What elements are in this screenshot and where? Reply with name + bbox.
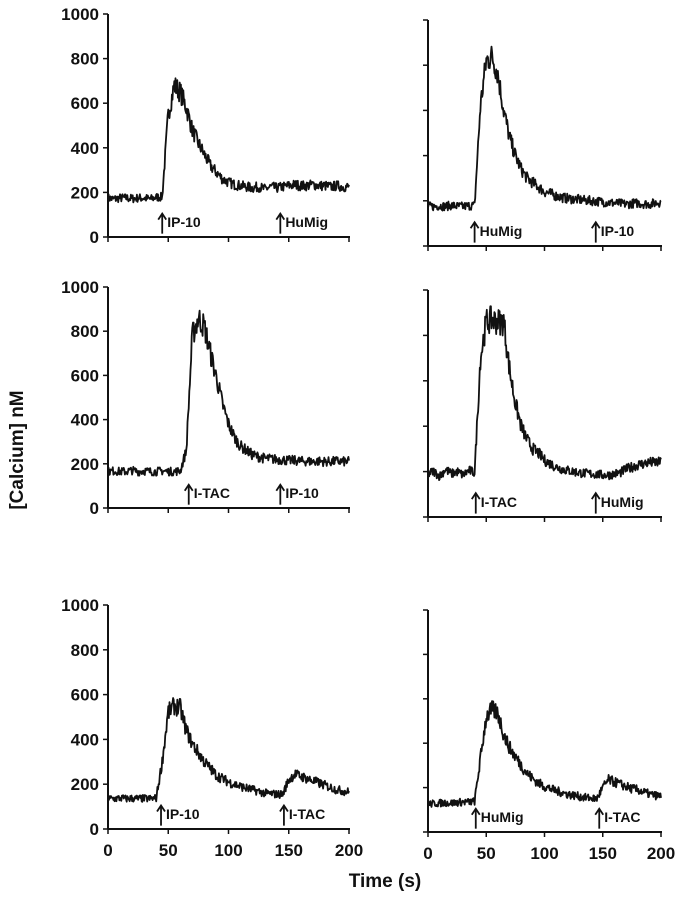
- calcium-trace: [107, 77, 350, 204]
- x-tick-label: 0: [103, 841, 112, 860]
- stimulus-marker: HuMig: [591, 491, 644, 514]
- x-tick-label: 100: [214, 841, 242, 860]
- y-tick-label: 1000: [61, 596, 99, 615]
- arrow-head: [157, 211, 167, 221]
- stimulus-marker: HuMig: [275, 211, 328, 234]
- y-tick-label: 800: [71, 322, 99, 341]
- panel-4: I-TAC HuMig: [423, 289, 662, 522]
- panel-1: 0 200 400 600 800 1000 IP-10 HuMig: [61, 5, 350, 247]
- x-tick-label: 0: [423, 844, 432, 863]
- panel-5: 0 200 400 600 800 1000 0 50 100 150 200 IP-10 I-TAC: [61, 596, 363, 860]
- y-tick-label: 600: [71, 94, 99, 113]
- stimulus-label: I-TAC: [481, 494, 517, 510]
- arrow-head: [275, 483, 286, 492]
- y-tick-label: 800: [71, 641, 99, 660]
- stimulus-label: HuMig: [480, 223, 523, 239]
- y-tick-label: 1000: [61, 278, 99, 297]
- y-tick-label: 200: [71, 775, 99, 794]
- stimulus-label: I-TAC: [289, 806, 325, 822]
- stimulus-label: IP-10: [285, 485, 319, 501]
- x-tick-label: 50: [477, 844, 496, 863]
- stimulus-marker: I-TAC: [471, 491, 517, 514]
- calcium-trace: [427, 305, 662, 481]
- x-tick-label: 50: [159, 841, 178, 860]
- x-tick-label: 200: [647, 844, 675, 863]
- stimulus-marker: I-TAC: [594, 807, 641, 829]
- stimulus-marker: IP-10: [591, 220, 635, 243]
- y-tick-label: 400: [71, 411, 99, 430]
- arrow-head: [594, 807, 605, 816]
- arrow-head: [275, 211, 286, 221]
- x-tick-label: 200: [335, 841, 363, 860]
- stimulus-label: HuMig: [481, 809, 524, 825]
- stimulus-marker: I-TAC: [183, 483, 230, 505]
- stimulus-label: I-TAC: [604, 809, 640, 825]
- y-tick-label: 400: [71, 730, 99, 749]
- stimulus-marker: HuMig: [469, 220, 523, 243]
- y-tick-label: 600: [71, 366, 99, 385]
- stimulus-label: IP-10: [167, 214, 201, 230]
- stimulus-label: HuMig: [601, 494, 644, 510]
- stimulus-marker: IP-10: [275, 483, 319, 505]
- y-tick-label: 200: [71, 455, 99, 474]
- y-axis-title: [Calcium] nM: [7, 390, 28, 509]
- y-tick-label: 200: [71, 183, 99, 202]
- stimulus-label: HuMig: [285, 214, 328, 230]
- arrow-head: [471, 807, 481, 816]
- stimulus-label: IP-10: [166, 806, 200, 822]
- arrow-head: [591, 491, 601, 500]
- arrow-head: [156, 803, 166, 812]
- panel-3: 0 200 400 600 800 1000 I-TAC IP-10: [61, 278, 350, 518]
- panel-6: 0 50 100 150 200 HuMig I-TAC: [423, 609, 675, 863]
- arrow-head: [471, 491, 481, 500]
- y-tick-label: 1000: [61, 5, 99, 24]
- y-tick-label: 800: [71, 50, 99, 69]
- x-tick-label: 100: [530, 844, 558, 863]
- stimulus-marker: HuMig: [471, 807, 524, 829]
- y-tick-label: 0: [90, 499, 99, 518]
- y-tick-label: 600: [71, 686, 99, 705]
- stimulus-label: IP-10: [601, 223, 635, 239]
- arrow-head: [591, 220, 601, 229]
- stimulus-marker: IP-10: [156, 803, 200, 826]
- calcium-trace: [427, 45, 662, 212]
- x-tick-label: 150: [275, 841, 303, 860]
- arrow-head: [279, 803, 289, 812]
- x-axis-title: Time (s): [349, 871, 422, 892]
- stimulus-marker: IP-10: [157, 211, 201, 234]
- stimulus-label: I-TAC: [194, 485, 230, 501]
- calcium-trace: [107, 697, 350, 803]
- panel-2: HuMig IP-10: [423, 19, 662, 251]
- stimulus-marker: I-TAC: [279, 803, 325, 826]
- y-tick-label: 0: [90, 228, 99, 247]
- x-tick-label: 150: [589, 844, 617, 863]
- calcium-trace: [427, 700, 662, 808]
- arrow-head: [183, 483, 194, 492]
- y-tick-label: 400: [71, 139, 99, 158]
- y-tick-label: 0: [90, 820, 99, 839]
- calcium-trace: [107, 309, 350, 477]
- arrow-head: [469, 220, 480, 229]
